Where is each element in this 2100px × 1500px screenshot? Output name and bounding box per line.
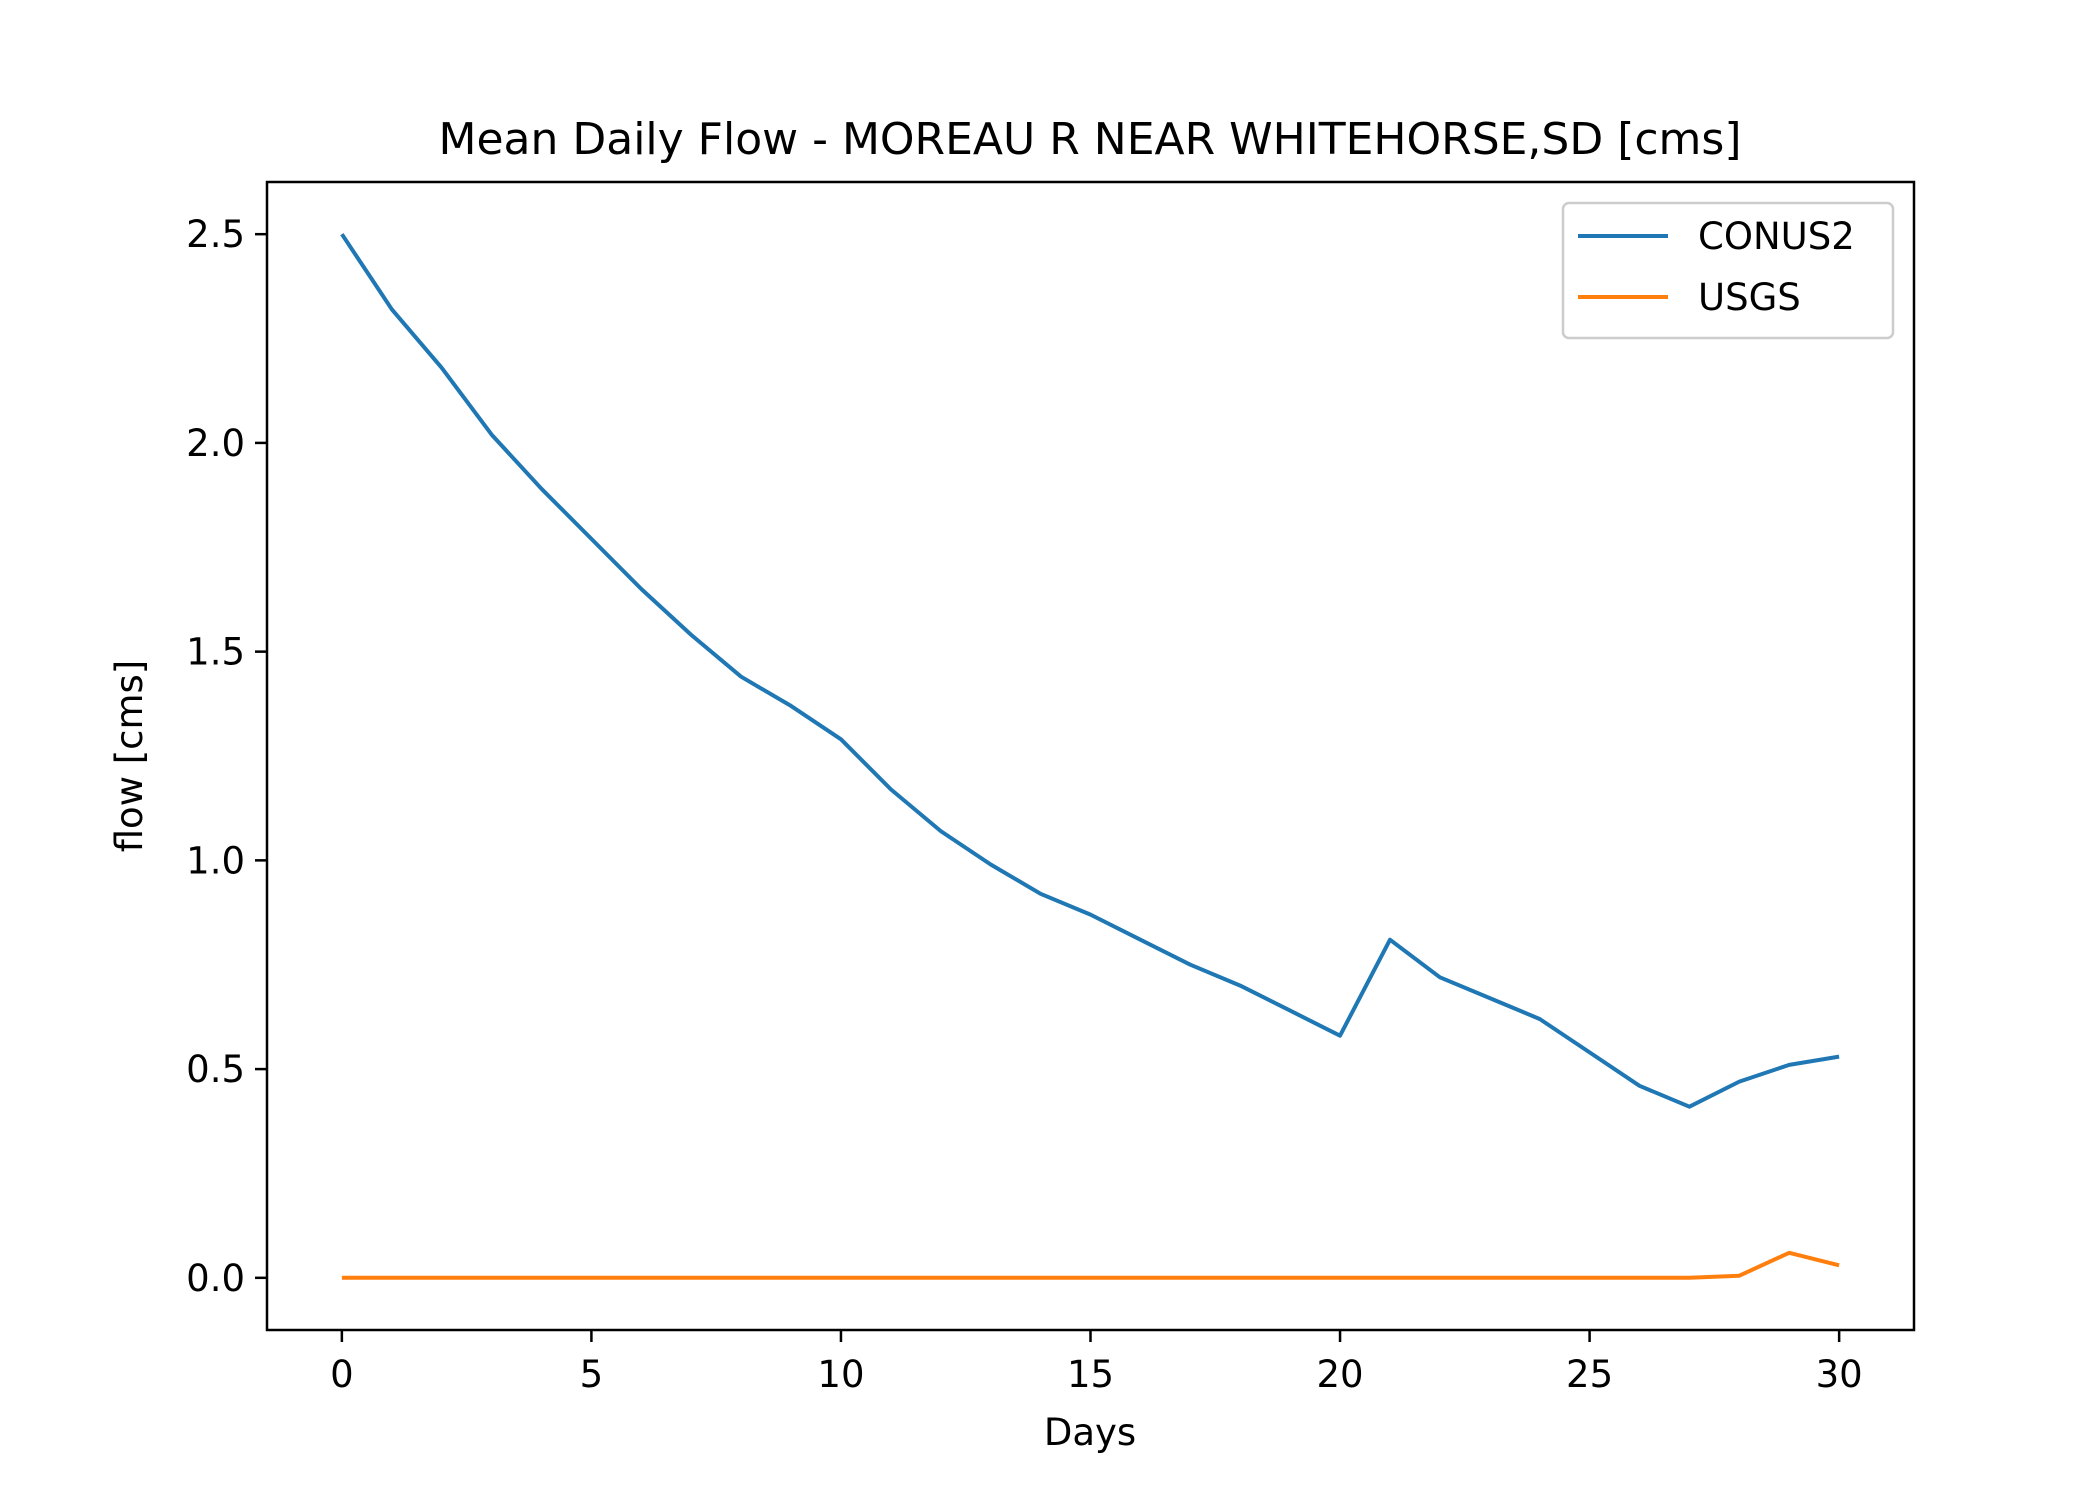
series-line-conus2 bbox=[340, 233, 1840, 1109]
x-tick-label: 15 bbox=[1067, 1353, 1114, 1396]
legend-label-usgs: USGS bbox=[1698, 276, 1801, 319]
y-tick-label: 0.5 bbox=[186, 1048, 245, 1091]
y-tick-label: 2.0 bbox=[186, 422, 245, 465]
legend-label-conus2: CONUS2 bbox=[1698, 215, 1855, 258]
x-tick-label: 20 bbox=[1316, 1353, 1363, 1396]
x-tick-label: 30 bbox=[1816, 1353, 1863, 1396]
chart-title: Mean Daily Flow - MOREAU R NEAR WHITEHOR… bbox=[438, 114, 1741, 165]
y-axis-ticks: 0.0 0.5 1.0 1.5 2.0 2.5 bbox=[186, 213, 267, 1300]
series-line-usgs bbox=[341, 1250, 1840, 1280]
plot-area bbox=[340, 233, 1840, 1280]
x-axis-label: Days bbox=[1044, 1411, 1136, 1454]
y-tick-label: 0.0 bbox=[186, 1257, 245, 1300]
legend: CONUS2 USGS bbox=[1561, 201, 1895, 340]
x-axis-ticks: 0 5 10 15 20 25 30 bbox=[330, 1330, 1863, 1396]
x-tick-label: 25 bbox=[1566, 1353, 1613, 1396]
x-tick-label: 5 bbox=[580, 1353, 604, 1396]
y-tick-label: 1.5 bbox=[186, 631, 245, 674]
x-tick-label: 0 bbox=[330, 1353, 354, 1396]
x-tick-label: 10 bbox=[817, 1353, 864, 1396]
y-tick-label: 1.0 bbox=[186, 839, 245, 882]
y-axis-label: flow [cms] bbox=[108, 660, 151, 853]
y-tick-label: 2.5 bbox=[186, 213, 245, 256]
